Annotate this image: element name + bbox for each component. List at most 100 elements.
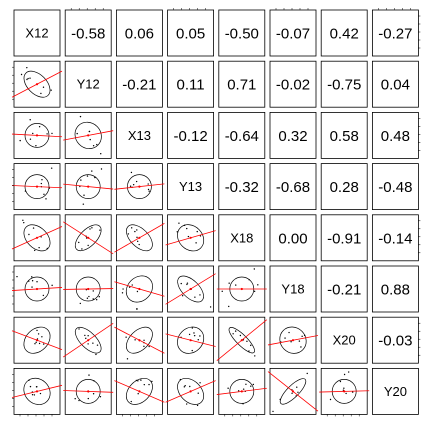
data-point <box>51 132 53 135</box>
data-point <box>138 243 140 246</box>
cell-frame <box>320 9 368 57</box>
data-point <box>28 379 30 382</box>
data-point <box>189 385 191 388</box>
correlation-value: -0.07 <box>276 26 310 43</box>
data-point <box>96 143 98 146</box>
data-point <box>40 182 43 185</box>
correlation-ellipse <box>177 275 204 303</box>
variable-label-Y18: Y18 <box>281 282 304 297</box>
cell-Y13-X18: -0.32 <box>218 163 266 211</box>
data-point <box>45 198 47 200</box>
cell-X13-X20: 0.58 <box>320 112 368 159</box>
cell-Y12-Y12: Y12 <box>64 60 112 108</box>
mean-point <box>240 339 243 342</box>
correlation-ellipse <box>74 121 102 149</box>
cell-X12-X20: 0.42 <box>320 9 368 57</box>
cell-frame <box>269 163 317 211</box>
data-point <box>143 345 145 348</box>
data-point <box>28 280 30 282</box>
cell-Y12-X13: -0.21 <box>116 60 163 108</box>
cell-X20-Y18 <box>267 316 319 364</box>
mean-point <box>35 83 39 86</box>
data-point <box>83 194 85 196</box>
correlation-ellipse <box>177 326 205 354</box>
cell-Y12-Y13: 0.11 <box>167 60 215 108</box>
data-point <box>23 221 25 224</box>
cell-frame <box>116 60 163 108</box>
cell-X18-Y18: 0.00 <box>269 214 317 262</box>
data-point <box>39 392 42 395</box>
data-point <box>129 185 132 187</box>
data-point <box>193 332 195 334</box>
data-point <box>254 355 256 357</box>
data-point <box>239 334 242 337</box>
data-point <box>137 393 139 395</box>
data-point <box>300 346 302 348</box>
correlation-ellipse <box>229 379 255 404</box>
data-point <box>81 248 83 250</box>
data-point <box>246 340 248 343</box>
correlation-ellipse <box>279 326 307 354</box>
data-point <box>196 230 198 233</box>
mean-point <box>87 339 90 342</box>
cell-X13-X13: X13 <box>116 112 163 159</box>
cell-frame <box>371 9 419 57</box>
correlation-value: -0.21 <box>122 77 156 94</box>
cell-frame <box>116 9 163 57</box>
data-point <box>76 132 78 135</box>
cell-frame <box>320 60 368 108</box>
data-point <box>48 187 51 189</box>
data-point <box>291 392 293 394</box>
correlation-ellipse <box>24 276 50 302</box>
cell-Y18-X13 <box>114 265 165 313</box>
data-point <box>199 294 201 296</box>
data-point <box>38 246 40 249</box>
data-point <box>284 337 286 339</box>
data-point <box>93 380 95 382</box>
data-point <box>272 410 274 413</box>
cell-Y20-X18 <box>216 367 267 415</box>
cell-Y18-X12 <box>11 265 63 313</box>
data-point <box>29 77 31 79</box>
cell-Y20-X12 <box>11 367 63 415</box>
data-point <box>242 403 244 405</box>
cell-Y13-Y13: Y13 <box>167 163 215 211</box>
data-point <box>99 396 102 398</box>
data-point <box>197 392 199 394</box>
correlation-value: 0.58 <box>330 128 359 145</box>
data-point <box>37 333 40 335</box>
correlation-ellipse <box>126 326 153 354</box>
cell-frame <box>218 163 266 211</box>
correlation-value: -0.75 <box>327 77 361 94</box>
cell-X12-Y18: -0.07 <box>269 9 317 57</box>
cell-Y12-X18: 0.71 <box>218 60 266 108</box>
variable-label-X18: X18 <box>230 230 253 245</box>
data-point <box>126 358 129 360</box>
data-point <box>42 343 45 345</box>
data-point <box>252 383 255 386</box>
data-point <box>36 329 38 332</box>
cell-frame <box>218 214 266 262</box>
cell-X20-X12 <box>11 316 63 364</box>
variable-label-X12: X12 <box>25 26 48 41</box>
data-point <box>85 237 88 239</box>
data-point <box>347 371 350 373</box>
data-point <box>186 227 188 230</box>
data-point <box>86 297 89 299</box>
cell-frame <box>218 60 266 108</box>
cell-frame <box>371 367 419 415</box>
data-point <box>148 345 150 348</box>
correlation-value: -0.50 <box>225 26 259 43</box>
data-point <box>232 333 234 335</box>
data-point <box>140 379 142 381</box>
data-point <box>121 292 124 294</box>
data-point <box>135 308 138 310</box>
data-point <box>91 170 93 172</box>
data-point <box>187 235 190 238</box>
mean-point <box>189 390 192 393</box>
data-point <box>194 296 196 298</box>
data-point <box>34 249 36 252</box>
cell-frame <box>320 316 368 364</box>
cell-frame <box>167 163 215 211</box>
data-point <box>29 119 31 121</box>
